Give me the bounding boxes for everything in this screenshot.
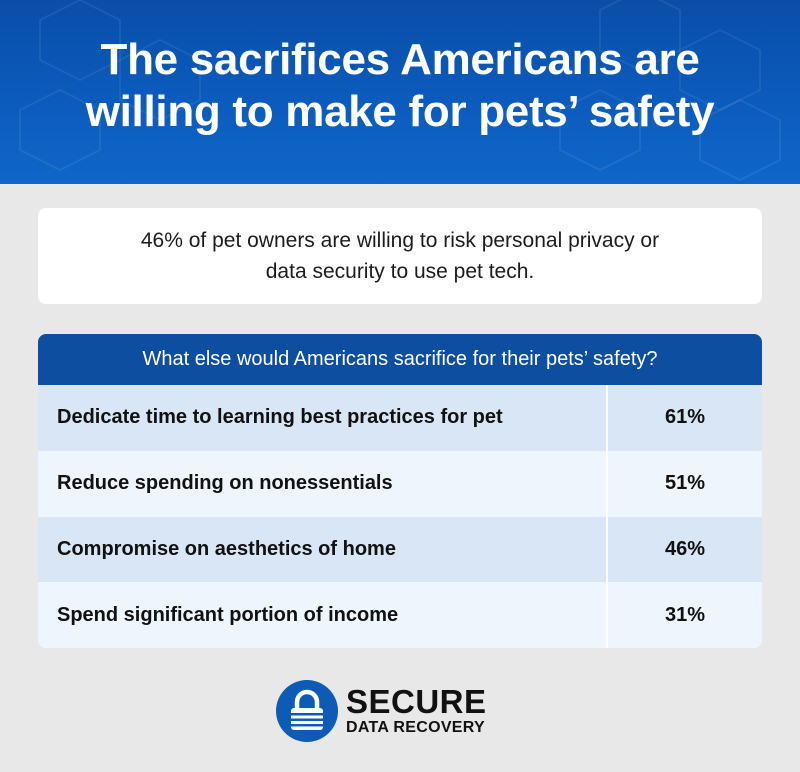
table-row: Spend significant portion of income 31% <box>38 582 762 648</box>
page-title: The sacrifices Americans are willing to … <box>85 35 715 136</box>
row-value: 46% <box>664 537 706 560</box>
padlock-icon <box>276 680 338 742</box>
brand-logo: SECURE DATA RECOVERY <box>276 676 526 746</box>
header-banner: The sacrifices Americans are willing to … <box>0 0 800 184</box>
row-value: 51% <box>664 472 706 495</box>
stat-text: 46% of pet owners are willing to risk pe… <box>140 229 660 283</box>
sacrifice-table: What else would Americans sacrifice for … <box>38 334 762 648</box>
row-label: Reduce spending on nonessentials <box>38 450 608 517</box>
table-row: Dedicate time to learning best practices… <box>38 385 762 451</box>
logo-line-2: DATA RECOVERY <box>346 719 486 736</box>
hexagon-pattern <box>19 0 781 182</box>
stat-card: 46% of pet owners are willing to risk pe… <box>38 208 762 304</box>
row-value: 61% <box>664 406 706 429</box>
table-heading: What else would Americans sacrifice for … <box>38 334 762 385</box>
table-row: Compromise on aesthetics of home 46% <box>38 516 762 583</box>
row-label: Compromise on aesthetics of home <box>38 516 608 583</box>
row-label: Spend significant portion of income <box>38 582 608 648</box>
logo-text: SECURE DATA RECOVERY <box>346 685 487 737</box>
logo-line-1: SECURE <box>346 683 487 720</box>
row-label: Dedicate time to learning best practices… <box>38 385 608 451</box>
table-row: Reduce spending on nonessentials 51% <box>38 450 762 517</box>
row-value: 31% <box>664 603 706 626</box>
